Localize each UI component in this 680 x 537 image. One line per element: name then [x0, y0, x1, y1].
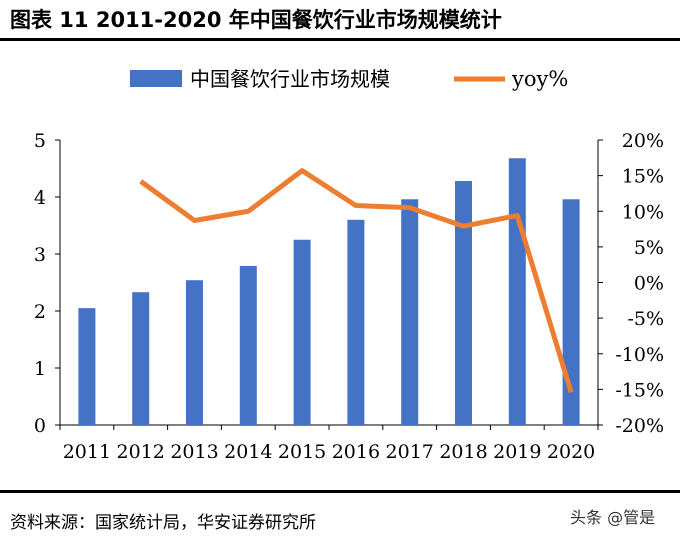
left-tick-label: 2	[34, 301, 46, 323]
bar-2011	[78, 308, 96, 425]
bottom-divider	[0, 490, 680, 493]
bar-2017	[401, 199, 419, 425]
right-tick-label: 20%	[622, 130, 664, 152]
legend-bar-label: 中国餐饮行业市场规模	[190, 67, 390, 91]
bar-2012	[132, 292, 150, 425]
right-tick-label: 0%	[634, 273, 664, 295]
x-tick-label: 2018	[439, 441, 487, 463]
right-tick-label: 5%	[634, 237, 664, 259]
x-tick-label: 2017	[386, 441, 434, 463]
left-tick-label: 1	[34, 358, 46, 380]
x-tick-label: 2020	[547, 441, 595, 463]
right-tick-label: 15%	[622, 166, 664, 188]
source-note: 资料来源：国家统计局，华安证券研究所	[10, 513, 316, 533]
x-tick-label: 2011	[63, 441, 111, 463]
top-divider	[0, 38, 680, 41]
left-tick-label: 4	[34, 187, 46, 209]
x-tick-label: 2013	[170, 441, 218, 463]
x-tick-label: 2015	[278, 441, 326, 463]
left-tick-label: 3	[34, 244, 46, 266]
right-tick-label: -15%	[615, 379, 664, 401]
bar-2018	[455, 181, 472, 425]
bar-2013	[186, 280, 203, 425]
legend-bar-swatch	[130, 70, 182, 87]
legend-line-label: yoy%	[511, 67, 568, 91]
right-tick-label: -10%	[615, 344, 664, 366]
x-tick-label: 2012	[117, 441, 165, 463]
chart-title: 图表 11 2011-2020 年中国餐饮行业市场规模统计	[10, 8, 502, 32]
bar-2015	[293, 239, 311, 425]
watermark: 头条 @管是	[570, 508, 656, 527]
x-tick-label: 2019	[493, 441, 541, 463]
x-tick-label: 2016	[332, 441, 380, 463]
right-tick-label: -5%	[627, 308, 664, 330]
left-tick-label: 0	[34, 415, 46, 437]
x-tick-label: 2014	[224, 441, 272, 463]
chart: 0 1 2 3 4 5 -20% -15% -10% -5% 0% 5% 10% 15% 20% 2011 20…	[34, 67, 664, 463]
right-tick-label: 10%	[622, 201, 664, 223]
right-tick-label: -20%	[615, 415, 664, 437]
bar-2019	[508, 158, 526, 426]
bar-2020	[562, 199, 580, 425]
bar-2014	[239, 265, 257, 425]
bar-2016	[347, 219, 365, 425]
left-tick-label: 5	[34, 130, 46, 152]
